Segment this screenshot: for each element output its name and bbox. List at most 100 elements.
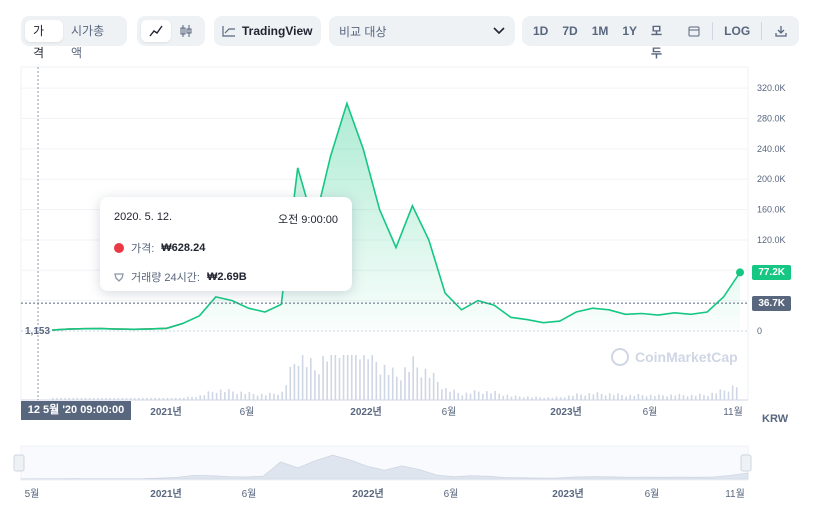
volume-bar [178, 398, 181, 400]
volume-bar [224, 392, 226, 400]
volume-bar [592, 394, 595, 400]
range-7d[interactable]: 7D [562, 24, 578, 38]
volume-bar [150, 398, 152, 400]
volume-bar [117, 398, 120, 400]
volume-bar [97, 398, 99, 400]
range-1m[interactable]: 1M [591, 24, 609, 38]
download-icon[interactable] [766, 20, 795, 42]
volume-bar [518, 396, 521, 400]
volume-bar [84, 398, 87, 400]
volume-bar [727, 391, 730, 400]
price-line [51, 100, 741, 331]
navigator-left-handle[interactable] [13, 454, 25, 472]
calendar-icon[interactable] [679, 20, 708, 42]
volume-bar [293, 364, 296, 400]
start-price-label: 1,153 [25, 326, 51, 337]
volume-bar [731, 385, 734, 400]
tooltip-volume-value: ₩2.69B [206, 271, 247, 283]
volume-bar [645, 396, 648, 400]
navigator-area [20, 454, 749, 480]
volume-bar [506, 394, 509, 400]
tooltip-price-value: ₩628.24 [161, 242, 206, 254]
tradingview-icon [222, 26, 235, 37]
navigator-tick-label: 2021년 [150, 487, 181, 500]
volume-bar [424, 368, 427, 400]
volume-bar [719, 389, 722, 400]
compare-label: 비교 대상 [339, 24, 387, 39]
tradingview-button[interactable]: TradingView [214, 16, 321, 46]
volume-bar [56, 398, 58, 400]
volume-bar [52, 398, 54, 400]
coinmarketcap-watermark: CoinMarketCap [611, 348, 738, 366]
volume-bar [342, 355, 345, 400]
volume-bar [547, 397, 550, 400]
chevron-down-icon [493, 27, 505, 35]
tab-price[interactable]: 가격 [25, 20, 63, 60]
volume-bar [678, 393, 681, 400]
navigator-axis-labels: 5월 2021년 6월 2022년 6월 2023년 6월 11월 [25, 487, 745, 500]
volume-bar [174, 398, 177, 400]
volume-bar [670, 394, 672, 400]
watermark-text: CoinMarketCap [635, 349, 738, 365]
volume-bar [236, 394, 238, 400]
volume-bar [68, 398, 70, 400]
volume-bar [576, 393, 578, 400]
tab-market-cap[interactable]: 시가총액 [71, 24, 105, 60]
volume-bar [60, 398, 62, 400]
volume-bar [608, 393, 611, 400]
volume-bar [457, 392, 460, 400]
tooltip-price-label: 가격: [131, 243, 155, 255]
price-tooltip: 2020. 5. 12. 오전 9:00:00 가격: ₩628.24 거래량 … [100, 197, 352, 291]
volume-bar [482, 393, 484, 400]
currency-label: KRW [762, 413, 789, 425]
volume-bar [305, 367, 308, 400]
line-chart-icon[interactable] [141, 20, 171, 42]
volume-bar [129, 398, 132, 400]
volume-bar [539, 397, 541, 400]
volume-bar [162, 398, 165, 400]
range-1d[interactable]: 1D [533, 24, 549, 38]
volume-bar [629, 394, 632, 400]
volume-bar [154, 398, 156, 400]
volume-bar [133, 398, 136, 400]
volume-bar [514, 395, 517, 400]
volume-bar [334, 355, 337, 400]
volume-bar [682, 395, 685, 400]
volume-bar [72, 398, 75, 400]
volume-bar [543, 398, 546, 400]
volume-bar [621, 395, 623, 400]
volume-bar [301, 355, 304, 400]
compare-dropdown[interactable]: 비교 대상 [329, 16, 515, 46]
range-all[interactable]: 모두 [651, 24, 663, 60]
volume-bar [191, 396, 193, 400]
volume-bar [355, 355, 357, 400]
log-toggle[interactable]: LOG [724, 24, 751, 38]
price-marketcap-toggle: 가격 시가총액 [21, 16, 127, 60]
volume-bar [383, 364, 386, 400]
volume-bar [211, 391, 214, 400]
volume-bar [723, 390, 726, 400]
x-tick-label: 6월 [442, 406, 457, 418]
volume-bar [371, 355, 374, 400]
range-1y[interactable]: 1Y [622, 24, 638, 38]
volume-bar [166, 398, 169, 400]
divider [761, 22, 763, 40]
volume-bar [408, 371, 410, 400]
volume-bar [699, 393, 701, 400]
volume-bar [625, 396, 627, 400]
volume-bar [658, 394, 660, 400]
volume-bar [555, 396, 558, 400]
volume-bar [264, 395, 267, 400]
volume-bar [568, 395, 570, 400]
y-tick-label: 160.0K [757, 205, 786, 215]
candlestick-icon[interactable] [171, 20, 201, 42]
volume-bar [297, 365, 300, 400]
volume-bar [125, 398, 128, 400]
volume-bar [432, 372, 435, 400]
navigator-right-handle[interactable] [740, 454, 752, 472]
volume-bar [596, 392, 599, 400]
volume-bar [244, 393, 247, 400]
y-tick-label: 280.0K [757, 114, 786, 124]
volume-bar [121, 398, 124, 400]
